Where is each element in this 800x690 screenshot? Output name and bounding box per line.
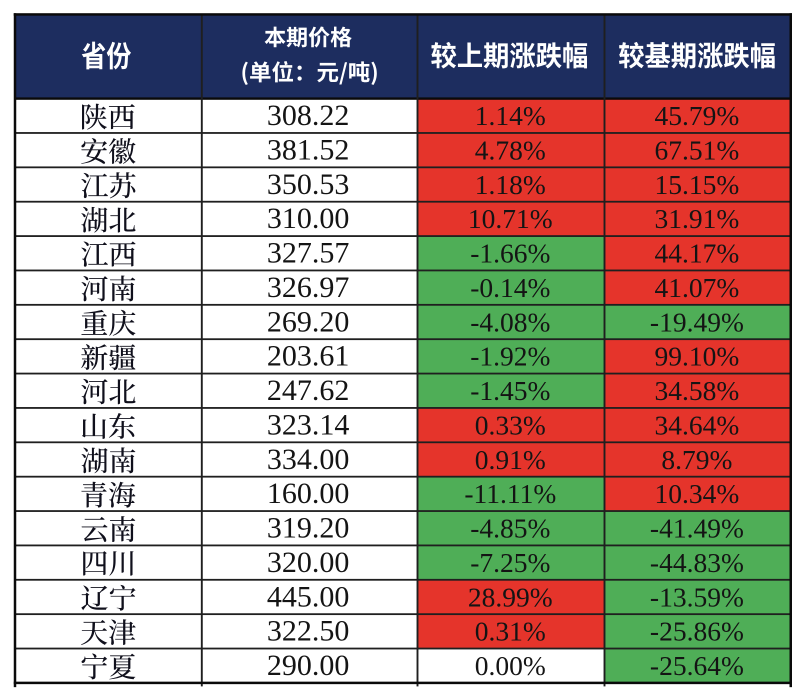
svg-text:310.00: 310.00 xyxy=(267,202,350,235)
svg-text:41.07%: 41.07% xyxy=(655,272,740,303)
svg-text:290.00: 290.00 xyxy=(267,649,350,682)
svg-text:45.79%: 45.79% xyxy=(655,100,740,131)
svg-text:-0.14%: -0.14% xyxy=(470,272,550,303)
svg-text:350.53: 350.53 xyxy=(267,168,350,201)
svg-text:269.20: 269.20 xyxy=(267,305,350,338)
svg-text:8.79%: 8.79% xyxy=(661,444,732,475)
svg-text:203.61: 203.61 xyxy=(267,340,350,373)
svg-text:1.14%: 1.14% xyxy=(475,100,546,131)
svg-text:34.64%: 34.64% xyxy=(655,409,740,440)
svg-text:15.15%: 15.15% xyxy=(655,169,740,200)
svg-text:308.22: 308.22 xyxy=(267,99,350,132)
svg-text:323.14: 323.14 xyxy=(267,408,350,441)
svg-text:-44.83%: -44.83% xyxy=(650,547,744,578)
svg-text:10.71%: 10.71% xyxy=(468,203,553,234)
svg-text:445.00: 445.00 xyxy=(267,580,350,613)
svg-text:0.31%: 0.31% xyxy=(475,616,546,647)
svg-text:334.00: 334.00 xyxy=(267,443,350,476)
svg-text:381.52: 381.52 xyxy=(267,134,350,167)
svg-text:160.00: 160.00 xyxy=(267,477,350,510)
svg-text:0.33%: 0.33% xyxy=(475,409,546,440)
svg-text:10.34%: 10.34% xyxy=(655,478,740,509)
svg-text:-4.85%: -4.85% xyxy=(470,513,550,544)
svg-text:44.17%: 44.17% xyxy=(655,238,740,269)
svg-text:1.18%: 1.18% xyxy=(475,169,546,200)
svg-text:67.51%: 67.51% xyxy=(655,135,740,166)
svg-text:-13.59%: -13.59% xyxy=(650,581,744,612)
svg-text:326.97: 326.97 xyxy=(267,271,350,304)
svg-text:0.91%: 0.91% xyxy=(475,444,546,475)
svg-text:-41.49%: -41.49% xyxy=(650,513,744,544)
svg-text:-11.11%: -11.11% xyxy=(464,478,556,509)
svg-text:-19.49%: -19.49% xyxy=(650,306,744,337)
svg-text:322.50: 322.50 xyxy=(267,615,350,648)
svg-text:4.78%: 4.78% xyxy=(475,135,546,166)
svg-text:-1.45%: -1.45% xyxy=(470,375,550,406)
svg-text:28.99%: 28.99% xyxy=(468,581,553,612)
svg-text:-1.92%: -1.92% xyxy=(470,341,550,372)
svg-text:34.58%: 34.58% xyxy=(655,375,740,406)
svg-text:0.00%: 0.00% xyxy=(475,650,546,681)
svg-text:247.62: 247.62 xyxy=(267,374,350,407)
svg-text:-25.64%: -25.64% xyxy=(650,650,744,681)
svg-text:327.57: 327.57 xyxy=(267,237,350,270)
svg-text:320.00: 320.00 xyxy=(267,546,350,579)
svg-text:-25.86%: -25.86% xyxy=(650,616,744,647)
svg-text:-1.66%: -1.66% xyxy=(470,238,550,269)
svg-text:99.10%: 99.10% xyxy=(655,341,740,372)
svg-text:-7.25%: -7.25% xyxy=(470,547,550,578)
svg-text:31.91%: 31.91% xyxy=(655,203,740,234)
svg-text:-4.08%: -4.08% xyxy=(470,306,550,337)
svg-text:319.20: 319.20 xyxy=(267,512,350,545)
